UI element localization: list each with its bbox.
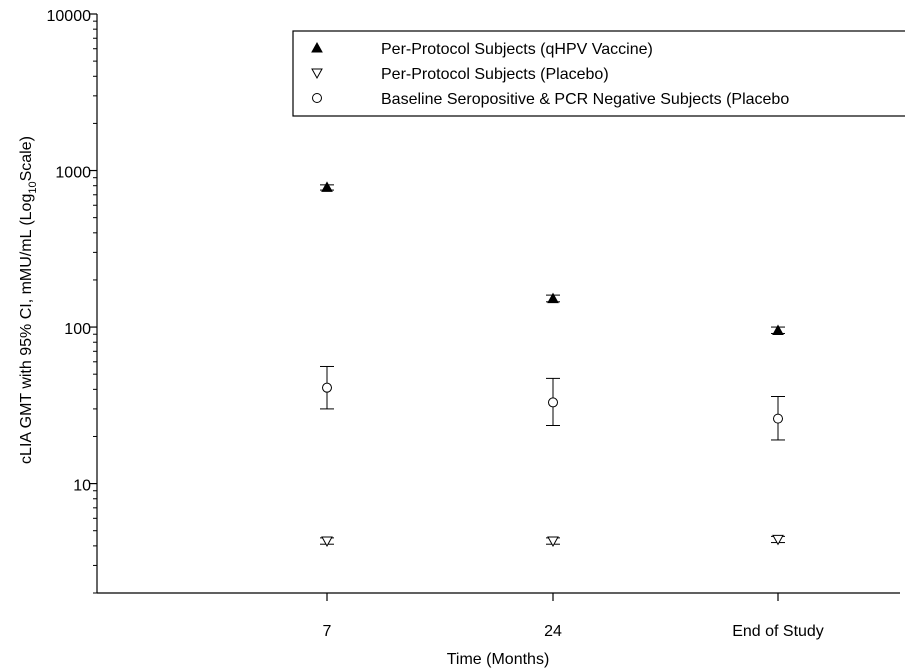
x-tick-label: 7 bbox=[323, 623, 332, 640]
legend-label-1: Per-Protocol Subjects (qHPV Vaccine) bbox=[381, 41, 653, 58]
data-point-series-2 bbox=[547, 536, 559, 547]
legend-marker-2 bbox=[311, 68, 323, 80]
data-point-series-1 bbox=[772, 324, 784, 336]
legend: Per-Protocol Subjects (qHPV Vaccine) Per-… bbox=[292, 30, 905, 117]
data-point-series-1 bbox=[547, 292, 559, 304]
legend-marker-1 bbox=[311, 41, 323, 53]
axes bbox=[96, 14, 900, 594]
data-point-series-3 bbox=[548, 397, 558, 408]
data-point-series-3 bbox=[322, 382, 332, 393]
y-axis-title: cLIA GMT with 95% CI, mMU/mL (Log10Scale… bbox=[18, 136, 39, 464]
data-point-series-2 bbox=[772, 534, 784, 546]
legend-label-3: Baseline Seropositive & PCR Negative Sub… bbox=[381, 91, 789, 108]
x-tick-label: End of Study bbox=[732, 623, 824, 640]
plot-marks bbox=[320, 181, 785, 547]
data-point-series-2 bbox=[321, 536, 333, 547]
legend-box bbox=[292, 30, 905, 117]
y-tick-label: 10 bbox=[73, 478, 91, 495]
x-ticks: 7 24 End of Study bbox=[323, 593, 824, 640]
y-ticks: 10 100 1000 10000 bbox=[47, 8, 97, 594]
y-tick-label: 100 bbox=[64, 321, 91, 338]
y-tick-label: 10000 bbox=[47, 8, 92, 25]
x-axis-title: Time (Months) bbox=[447, 651, 550, 668]
legend-marker-3 bbox=[312, 93, 322, 103]
data-point-series-1 bbox=[321, 181, 333, 192]
legend-label-2: Per-Protocol Subjects (Placebo) bbox=[381, 66, 609, 83]
x-tick-label: 24 bbox=[544, 623, 562, 640]
data-point-series-3 bbox=[773, 413, 783, 424]
y-tick-label: 1000 bbox=[55, 165, 91, 182]
